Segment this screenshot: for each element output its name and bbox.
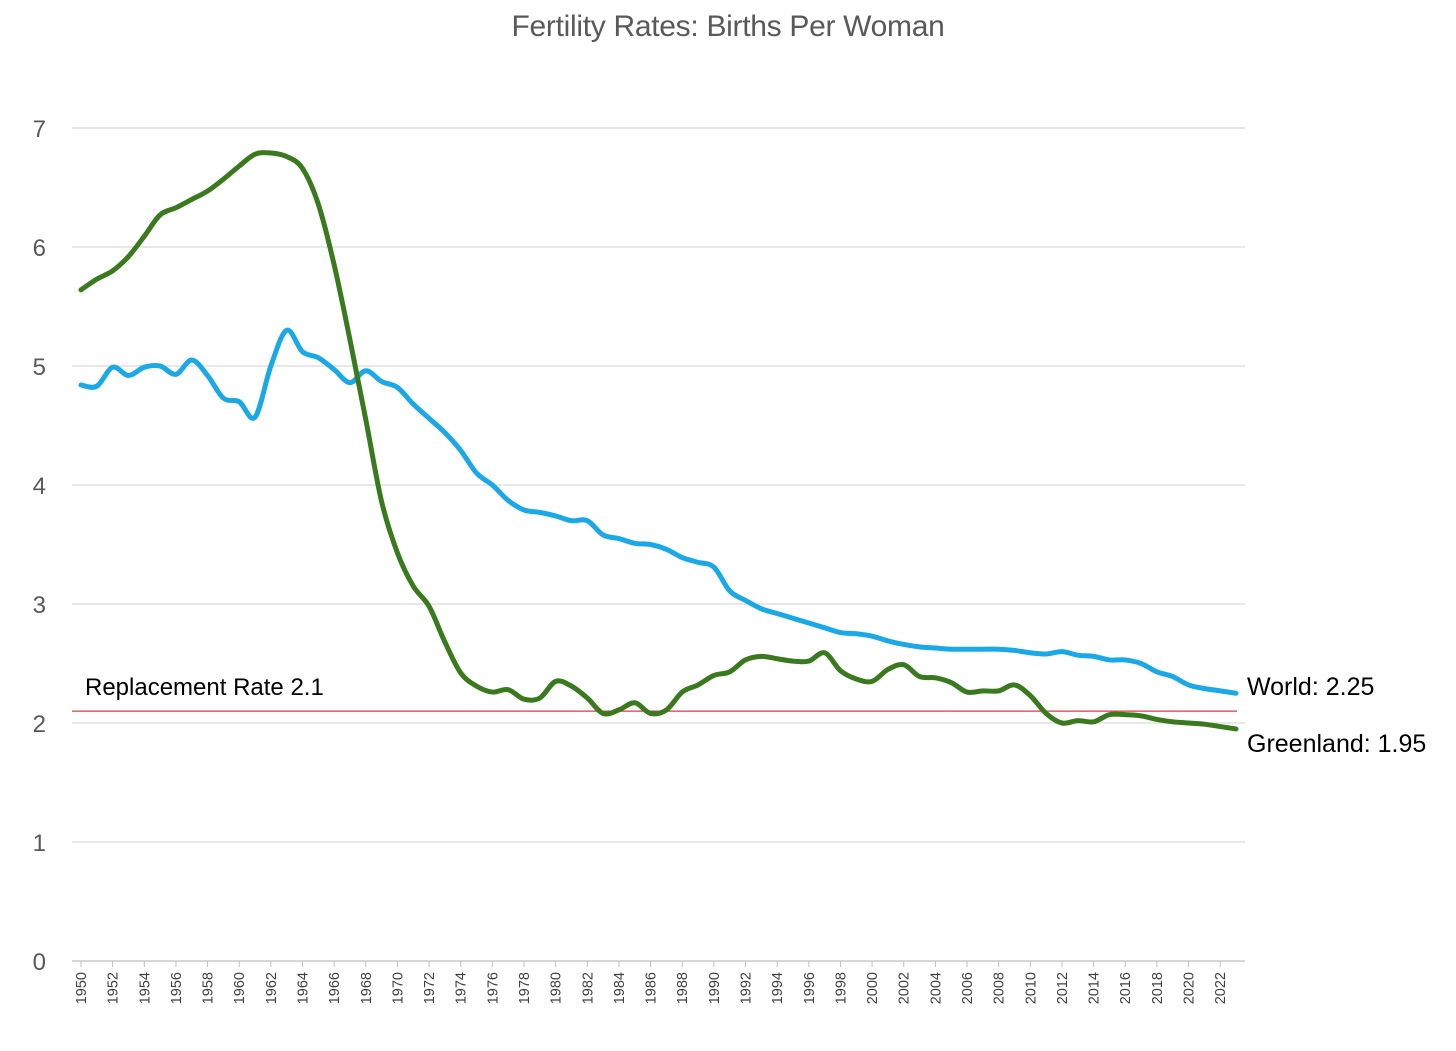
x-tick-label: 1984 [612, 972, 628, 1004]
x-axis: 1950 1952 1954 1956 1958 1960 1962 1964 1966 1968… [74, 961, 1229, 1004]
x-tick-label: 1978 [517, 972, 533, 1004]
y-tick-label: 0 [33, 949, 46, 976]
x-tick-label: 1980 [549, 972, 565, 1004]
end-label-world: World: 2.25 [1247, 673, 1374, 701]
y-tick-label: 2 [33, 711, 46, 738]
x-tick-label: 1974 [454, 972, 470, 1004]
reference-line-group: Replacement Rate 2.1 [72, 674, 1237, 712]
y-axis: 0 1 2 3 4 5 6 7 [33, 116, 46, 976]
x-tick-label: 2004 [928, 972, 944, 1004]
series-line-world [78, 327, 1239, 696]
x-tick-label: 1950 [74, 972, 90, 1004]
replacement-rate-label: Replacement Rate 2.1 [85, 674, 324, 701]
x-tick-label: 1968 [359, 972, 375, 1004]
y-tick-label: 6 [33, 235, 46, 262]
x-tick-label: 1996 [802, 972, 818, 1004]
end-labels: World: 2.25 Greenland: 1.95 [1247, 673, 1426, 758]
x-tick-label: 1958 [201, 972, 217, 1004]
x-tick-label: 1960 [232, 972, 248, 1004]
x-tick-label: 2006 [960, 972, 976, 1004]
y-tick-label: 4 [33, 473, 46, 500]
x-tick-label: 1988 [675, 972, 691, 1004]
x-tick-label: 2002 [897, 972, 913, 1004]
series-lines [78, 150, 1239, 732]
x-tick-label: 1954 [137, 972, 153, 1004]
x-tick-label: 2014 [1087, 972, 1103, 1004]
series-line-greenland [78, 150, 1239, 732]
x-tick-label: 2020 [1182, 972, 1198, 1004]
x-tick-label: 2008 [992, 972, 1008, 1004]
y-tick-label: 7 [33, 116, 46, 143]
x-tick-label: 1986 [644, 972, 660, 1004]
gridlines [72, 127, 1245, 962]
x-tick-label: 1964 [296, 972, 312, 1004]
x-tick-label: 2000 [865, 972, 881, 1004]
chart-title: Fertility Rates: Births Per Woman [511, 10, 945, 43]
x-tick-label: 2016 [1118, 972, 1134, 1004]
y-tick-label: 3 [33, 592, 46, 619]
end-label-greenland: Greenland: 1.95 [1247, 730, 1426, 758]
x-tick-label: 1962 [264, 972, 280, 1004]
x-tick-label: 1972 [422, 972, 438, 1004]
y-tick-label: 5 [33, 354, 46, 381]
x-tick-label: 2018 [1150, 972, 1166, 1004]
x-tick-label: 1994 [770, 972, 786, 1004]
x-tick-label: 1976 [485, 972, 501, 1004]
x-tick-label: 2022 [1213, 972, 1229, 1004]
x-tick-label: 2010 [1023, 972, 1039, 1004]
y-tick-label: 1 [33, 830, 46, 857]
x-tick-label: 1992 [739, 972, 755, 1004]
x-tick-label: 1982 [580, 972, 596, 1004]
x-tick-label: 1990 [707, 972, 723, 1004]
x-tick-label: 1952 [106, 972, 122, 1004]
x-tick-label: 2012 [1055, 972, 1071, 1004]
x-tick-label: 1970 [390, 972, 406, 1004]
x-tick-label: 1998 [833, 972, 849, 1004]
x-tick-label: 1956 [169, 972, 185, 1004]
x-tick-label: 1966 [327, 972, 343, 1004]
